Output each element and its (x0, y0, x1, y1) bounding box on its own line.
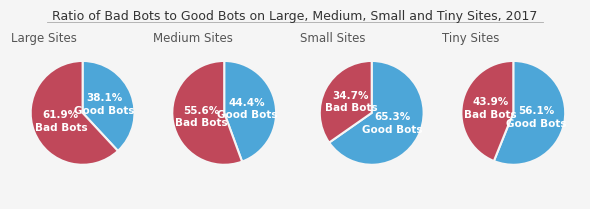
Wedge shape (494, 61, 565, 165)
Text: 43.9%
Bad Bots: 43.9% Bad Bots (464, 97, 517, 120)
Text: 44.4%
Good Bots: 44.4% Good Bots (217, 98, 277, 120)
Wedge shape (329, 61, 424, 165)
Wedge shape (461, 61, 513, 161)
Text: 55.6%
Bad Bots: 55.6% Bad Bots (175, 106, 228, 128)
Text: 61.9%
Bad Bots: 61.9% Bad Bots (35, 110, 87, 133)
Text: 65.3%
Good Bots: 65.3% Good Bots (362, 112, 422, 135)
Text: 56.1%
Good Bots: 56.1% Good Bots (506, 106, 566, 129)
Wedge shape (172, 61, 242, 165)
Wedge shape (83, 61, 135, 151)
Text: Small Sites: Small Sites (300, 32, 366, 45)
Text: Ratio of Bad Bots to Good Bots on Large, Medium, Small and Tiny Sites, 2017: Ratio of Bad Bots to Good Bots on Large,… (53, 10, 537, 23)
Text: Large Sites: Large Sites (11, 32, 77, 45)
Text: Tiny Sites: Tiny Sites (442, 32, 499, 45)
Text: Medium Sites: Medium Sites (153, 32, 232, 45)
Wedge shape (224, 61, 276, 162)
Text: 38.1%
Good Bots: 38.1% Good Bots (74, 93, 135, 116)
Wedge shape (320, 61, 372, 143)
Wedge shape (31, 61, 118, 165)
Text: 34.7%
Bad Bots: 34.7% Bad Bots (324, 91, 377, 113)
